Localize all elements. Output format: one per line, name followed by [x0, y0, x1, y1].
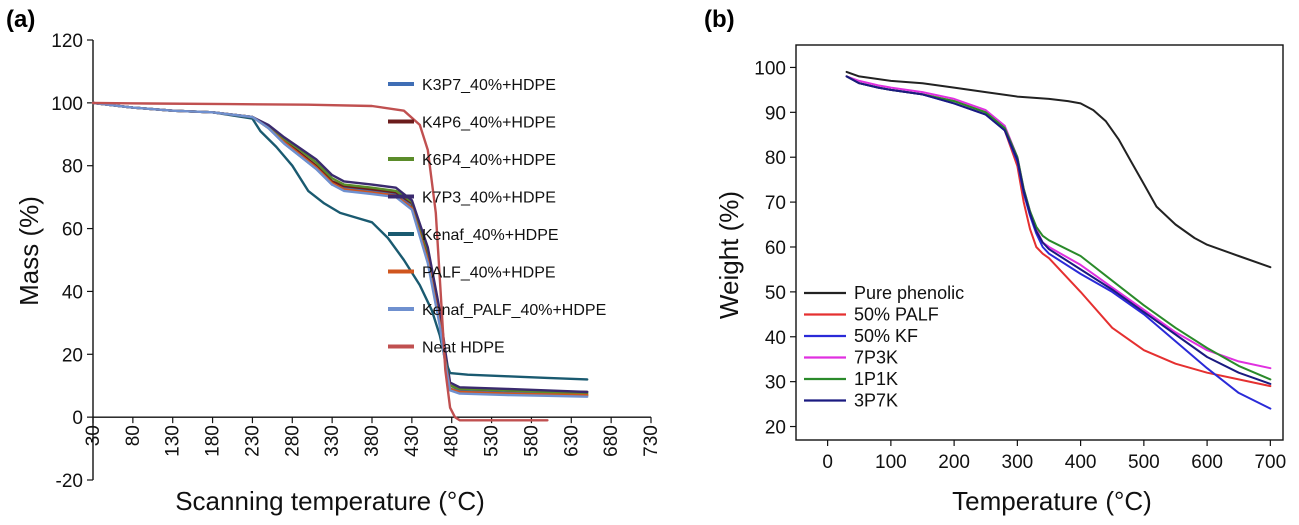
series-line-pure-phenolic	[845, 70, 1272, 269]
legend-label-kenaf-palf-40-hdpe: Kenaf_PALF_40%+HDPE	[422, 302, 606, 319]
y-tick-label-b: 30	[765, 373, 786, 394]
x-tick-label-b: 0	[822, 452, 833, 473]
legend-label-7p3k: 7P3K	[854, 348, 898, 368]
y-tick-label-b: 20	[765, 418, 786, 439]
y-axis-label-a: Mass (%)	[14, 196, 44, 306]
x-tick-label-b: 600	[1191, 452, 1223, 473]
x-tick-label-b: 100	[875, 452, 907, 473]
legend-label-50-palf: 50% PALF	[854, 305, 939, 325]
legend-label-neat-hdpe: Neat HDPE	[422, 340, 505, 357]
x-tick-label-a: 430	[402, 425, 423, 457]
legend-label-k7p3-40-hdpe: K7P3_40%+HDPE	[422, 190, 556, 207]
x-axis-label-b: Temperature (°C)	[952, 486, 1152, 516]
y-tick-label-b: 40	[765, 328, 786, 349]
legend-label-1p1k: 1P1K	[854, 369, 898, 389]
x-tick-label-a: 330	[322, 425, 343, 457]
series-line-k3p7-40-hdpe	[91, 101, 589, 397]
x-tick-label-a: 630	[561, 425, 582, 457]
series-line-neat-hdpe	[91, 101, 549, 422]
plot-frame-b	[795, 44, 1284, 441]
series-line-k4p6-40-hdpe	[91, 101, 589, 394]
x-tick-label-a: 480	[442, 425, 463, 457]
x-tick-label-b: 400	[1065, 452, 1097, 473]
x-tick-label-b: 700	[1254, 452, 1286, 473]
y-tick-label-b: 80	[765, 148, 786, 169]
series-line-kenaf-40-hdpe	[91, 101, 589, 381]
x-tick-label-a: 580	[521, 425, 542, 457]
x-tick-label-a: 80	[123, 425, 144, 446]
x-tick-label-a: 230	[242, 425, 263, 457]
legend-label-k6p4-40-hdpe: K6P4_40%+HDPE	[422, 152, 556, 169]
y-tick-label-a: 80	[62, 157, 83, 178]
panel-label-a: (a)	[6, 6, 35, 33]
legend-a: K3P7_40%+HDPE K4P6_40%+HDPE K6P4_40%+HDPE K…	[388, 77, 606, 357]
series-group-b	[845, 70, 1272, 410]
y-axis-label-b: Weight (%)	[714, 191, 744, 319]
series-line-3p7k	[845, 75, 1272, 385]
chart-b: (b) Weight (%) Temperature (°C) 20 30 40 50…	[704, 6, 1286, 516]
legend-label-k4p6-40-hdpe: K4P6_40%+HDPE	[422, 115, 556, 132]
y-tick-label-a: -20	[56, 471, 83, 492]
series-line-k7p3-40-hdpe	[91, 101, 589, 394]
legend-label-3p7k: 3P7K	[854, 391, 898, 411]
series-line-k6p4-40-hdpe	[91, 101, 589, 395]
y-tick-label-b: 50	[765, 283, 786, 304]
x-tick-label-a: 380	[362, 425, 383, 457]
series-line-kenaf-palf-40-hdpe	[91, 101, 589, 398]
x-tick-label-a: 680	[601, 425, 622, 457]
axes-b: 20 30 40 50 60 70 80 90 100 0 100 200 300 400 500 600 70…	[754, 44, 1286, 473]
legend-label-50-kf: 50% KF	[854, 326, 918, 346]
y-tick-label-a: 60	[62, 220, 83, 241]
y-tick-label-a: 0	[72, 408, 83, 429]
axes-a: -20 0 20 40 60 80 100 120 30 80 130 180 230 280 330 380…	[51, 31, 662, 492]
legend-label-pure-phenolic: Pure phenolic	[854, 283, 964, 303]
panel-label-b: (b)	[704, 6, 735, 33]
x-tick-label-a: 530	[482, 425, 503, 457]
y-tick-label-b: 70	[765, 193, 786, 214]
y-tick-label-b: 100	[754, 58, 786, 79]
chart-a: (a) Mass (%) Scanning temperature (°C) -…	[6, 6, 662, 516]
y-tick-label-a: 120	[51, 31, 83, 52]
y-tick-label-a: 20	[62, 345, 83, 366]
series-line-palf-40-hdpe	[91, 101, 589, 397]
x-tick-label-a: 180	[203, 425, 224, 457]
legend-label-k3p7-40-hdpe: K3P7_40%+HDPE	[422, 77, 556, 94]
series-line-50-kf	[845, 75, 1272, 410]
x-tick-label-a: 280	[282, 425, 303, 457]
x-axis-label-a: Scanning temperature (°C)	[175, 486, 485, 516]
x-tick-label-b: 300	[1002, 452, 1034, 473]
series-group-a	[91, 101, 589, 422]
x-tick-label-a: 730	[641, 425, 662, 457]
legend-label-kenaf-40-hdpe: Kenaf_40%+HDPE	[422, 227, 559, 244]
y-tick-label-b: 60	[765, 238, 786, 259]
y-tick-label-a: 40	[62, 282, 83, 303]
x-tick-label-b: 200	[938, 452, 970, 473]
legend-label-palf-40-hdpe: PALF_40%+HDPE	[422, 265, 556, 282]
x-tick-label-a: 130	[163, 425, 184, 457]
x-tick-label-a: 30	[83, 425, 104, 446]
y-tick-label-a: 100	[51, 94, 83, 115]
x-tick-label-b: 500	[1128, 452, 1160, 473]
y-tick-label-b: 90	[765, 103, 786, 124]
